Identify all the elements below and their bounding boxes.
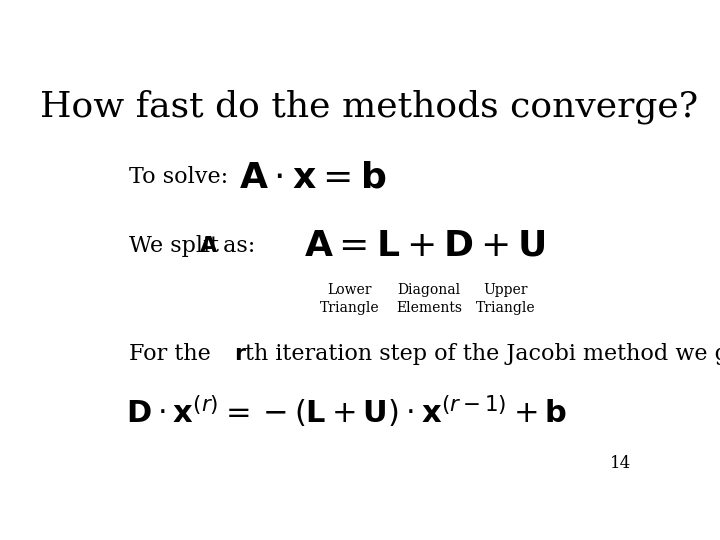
Text: as:: as: <box>215 235 255 256</box>
Text: Upper
Triangle: Upper Triangle <box>476 283 536 315</box>
Text: We split: We split <box>129 235 226 256</box>
Text: $\mathbf{A} = \mathbf{L} + \mathbf{D} + \mathbf{U}$: $\mathbf{A} = \mathbf{L} + \mathbf{D} + … <box>304 228 546 262</box>
Text: $\mathbf{r}$: $\mathbf{r}$ <box>234 343 247 365</box>
Text: $\mathbf{D} \cdot \mathbf{x}^{(r)} = -(\mathbf{L} + \mathbf{U}) \cdot \mathbf{x}: $\mathbf{D} \cdot \mathbf{x}^{(r)} = -(\… <box>126 394 567 430</box>
Text: th iteration step of the Jacobi method we get:: th iteration step of the Jacobi method w… <box>245 343 720 365</box>
Text: Diagonal
Elements: Diagonal Elements <box>396 283 462 315</box>
Text: $\mathbf{A} \cdot \mathbf{x} = \mathbf{b}$: $\mathbf{A} \cdot \mathbf{x} = \mathbf{b… <box>240 160 387 194</box>
Text: How fast do the methods converge?: How fast do the methods converge? <box>40 90 698 124</box>
Text: $\mathbf{A}$: $\mathbf{A}$ <box>199 235 218 256</box>
Text: For the: For the <box>129 343 218 365</box>
Text: Lower
Triangle: Lower Triangle <box>320 283 379 315</box>
Text: To solve:: To solve: <box>129 166 228 188</box>
Text: 14: 14 <box>610 455 631 472</box>
